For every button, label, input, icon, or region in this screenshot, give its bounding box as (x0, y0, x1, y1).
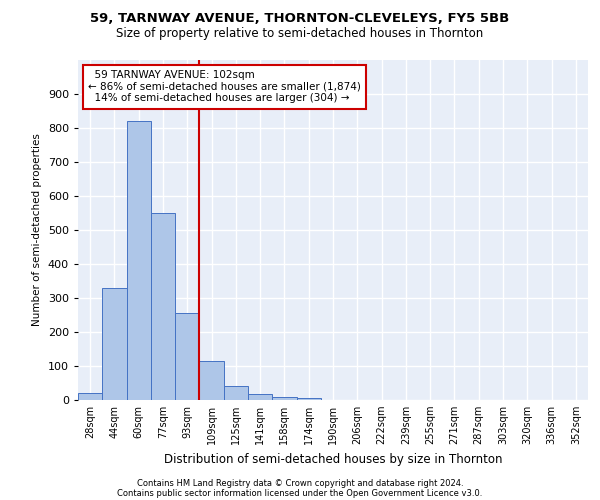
Text: Size of property relative to semi-detached houses in Thornton: Size of property relative to semi-detach… (116, 28, 484, 40)
Text: 59 TARNWAY AVENUE: 102sqm
← 86% of semi-detached houses are smaller (1,874)
  14: 59 TARNWAY AVENUE: 102sqm ← 86% of semi-… (88, 70, 361, 103)
Text: Contains public sector information licensed under the Open Government Licence v3: Contains public sector information licen… (118, 488, 482, 498)
Bar (296, 398, 321, 400)
Bar (272, 396, 296, 400)
Bar (199, 361, 224, 400)
Text: Contains HM Land Registry data © Crown copyright and database right 2024.: Contains HM Land Registry data © Crown c… (137, 478, 463, 488)
Bar (248, 394, 272, 400)
Bar (78, 393, 102, 400)
Bar (151, 213, 175, 400)
Text: 59, TARNWAY AVENUE, THORNTON-CLEVELEYS, FY5 5BB: 59, TARNWAY AVENUE, THORNTON-CLEVELEYS, … (91, 12, 509, 26)
Bar (224, 386, 248, 400)
Bar (175, 314, 199, 400)
Bar (102, 288, 127, 400)
Bar (127, 121, 151, 400)
Y-axis label: Number of semi-detached properties: Number of semi-detached properties (32, 134, 42, 326)
X-axis label: Distribution of semi-detached houses by size in Thornton: Distribution of semi-detached houses by … (164, 452, 502, 466)
